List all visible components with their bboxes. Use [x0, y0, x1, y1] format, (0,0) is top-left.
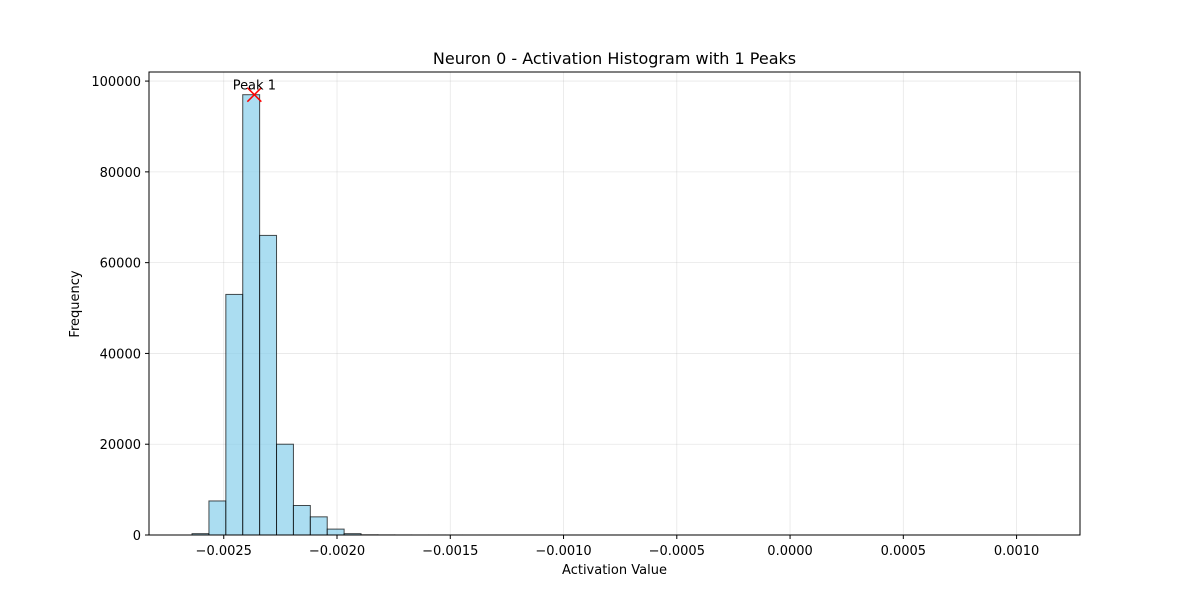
x-tick-label: −0.0025 [196, 544, 252, 559]
axes [148, 71, 1081, 536]
x-tick-label: −0.0005 [649, 544, 705, 559]
y-tick-label: 20000 [100, 438, 141, 453]
histogram-bar [259, 234, 278, 536]
x-axis-label: Activation Value [562, 563, 667, 578]
x-tick-label: 0.0000 [767, 544, 813, 559]
grid-lines [149, 72, 1080, 536]
chart-title: Neuron 0 - Activation Histogram with 1 P… [433, 49, 796, 68]
histogram-bar [309, 516, 328, 536]
y-tick-label: 60000 [100, 257, 141, 272]
histogram-bar [326, 528, 345, 536]
x-tick-label: 0.0010 [994, 544, 1040, 559]
plot-frame [148, 71, 1081, 536]
x-tick-label: −0.0015 [422, 544, 478, 559]
histogram-bar [225, 293, 244, 536]
histogram-bar [208, 500, 227, 536]
y-tick-label: 100000 [91, 75, 141, 90]
histogram-bars [191, 94, 1038, 536]
peak-markers: Peak 1 [233, 79, 276, 103]
tick-labels: −0.0025 −0.0020 −0.0015 −0.0010 −0.0005 0.000… [91, 75, 1039, 559]
y-tick-label: 80000 [100, 166, 141, 181]
x-tick-label: −0.0020 [309, 544, 365, 559]
peak-label: Peak 1 [233, 79, 276, 94]
peak-marker [246, 87, 262, 103]
peak-marker-stroke [246, 87, 262, 103]
histogram-bar [292, 504, 311, 536]
x-tick-label: 0.0005 [881, 544, 927, 559]
histogram-bar [276, 443, 294, 536]
y-tick-label: 40000 [100, 347, 141, 362]
x-tick-label: −0.0010 [535, 544, 591, 559]
y-axis-label: Frequency [68, 270, 83, 337]
histogram-bar [242, 94, 261, 536]
y-tick-label: 0 [133, 529, 141, 544]
